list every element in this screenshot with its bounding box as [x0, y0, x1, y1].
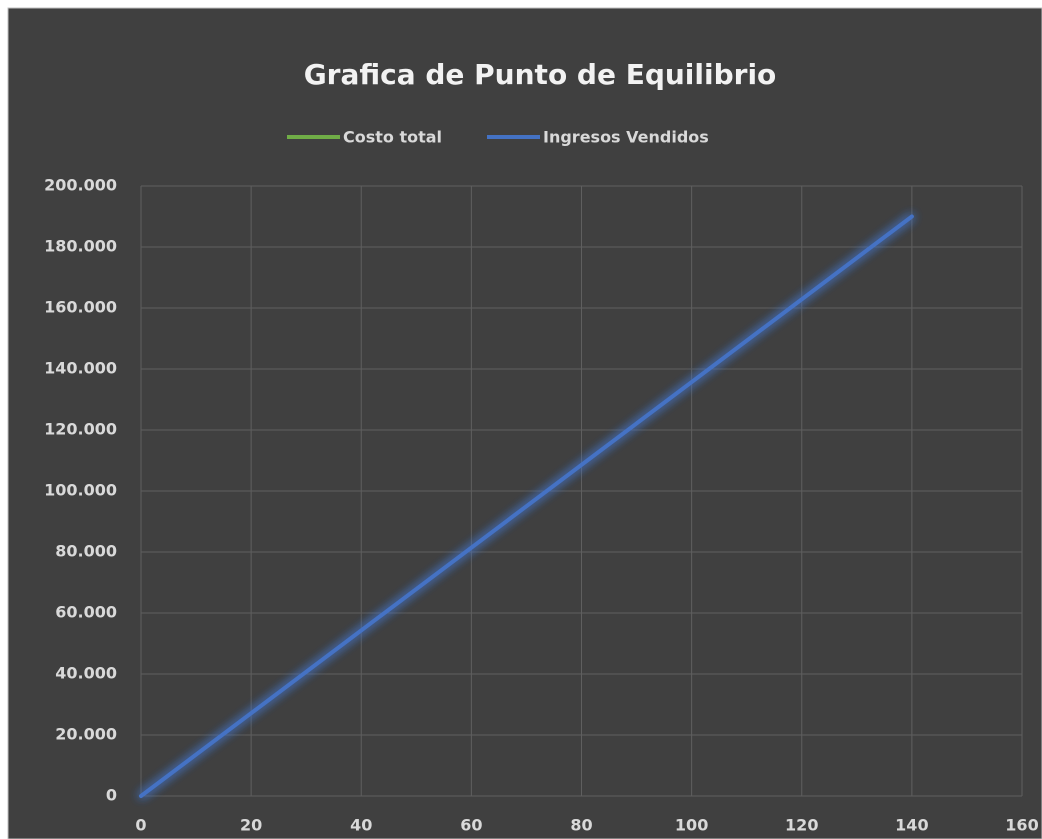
chart-area [7, 7, 1042, 839]
x-tick-label: 60 [460, 816, 482, 835]
legend-label: Ingresos Vendidos [543, 128, 709, 147]
y-tick-label: 160.000 [44, 298, 117, 317]
chart-title: Grafica de Punto de Equilibrio [304, 58, 777, 91]
y-tick-label: 0 [106, 786, 117, 805]
y-tick-label: 40.000 [55, 664, 117, 683]
x-tick-label: 120 [785, 816, 818, 835]
y-tick-label: 200.000 [44, 176, 117, 195]
x-tick-label: 80 [570, 816, 592, 835]
x-tick-label: 100 [675, 816, 708, 835]
x-tick-label: 0 [135, 816, 146, 835]
x-tick-label: 40 [350, 816, 372, 835]
y-tick-label: 20.000 [55, 725, 117, 744]
legend-label: Costo total [343, 128, 442, 147]
y-tick-label: 60.000 [55, 603, 117, 622]
y-tick-label: 120.000 [44, 420, 117, 439]
y-tick-label: 140.000 [44, 359, 117, 378]
x-tick-label: 20 [240, 816, 262, 835]
y-tick-label: 180.000 [44, 237, 117, 256]
series-line [139, 214, 914, 798]
x-tick-label: 140 [895, 816, 928, 835]
y-tick-label: 80.000 [55, 542, 117, 561]
x-tick-label: 160 [1005, 816, 1038, 835]
y-tick-label: 100.000 [44, 481, 117, 500]
